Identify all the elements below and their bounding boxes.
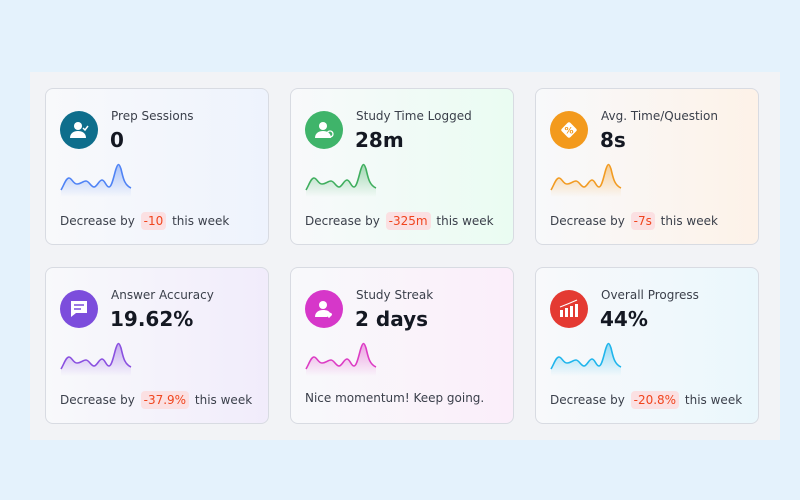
stat-title: Prep Sessions: [111, 109, 194, 123]
stat-card: Study Time Logged 28m Decrease by -325m …: [290, 88, 514, 245]
stat-title: Study Streak: [356, 288, 434, 302]
stat-value: 2 days: [355, 307, 429, 331]
user-heart-icon: [305, 290, 343, 328]
sparkline-line: [550, 163, 622, 191]
percent-badge-icon: %: [550, 111, 588, 149]
user-check-icon: [60, 111, 98, 149]
footer-suffix: this week: [172, 214, 230, 228]
sparkline-area: [551, 343, 621, 376]
delta-badge: -20.8%: [630, 391, 680, 409]
footer-prefix: Decrease by: [305, 214, 380, 228]
stat-footer: Decrease by -20.8% this week: [550, 391, 742, 409]
sparkline-line: [305, 163, 377, 191]
bar-chart-growth-icon: [550, 290, 588, 328]
stat-title: Avg. Time/Question: [601, 109, 718, 123]
footer-suffix: this week: [660, 214, 718, 228]
sparkline-area: [306, 343, 376, 376]
stat-footer: Decrease by -10 this week: [60, 212, 229, 230]
sparkline-area: [61, 164, 131, 197]
sparkline: [550, 163, 622, 197]
footer-text: Nice momentum! Keep going.: [305, 391, 485, 405]
stat-footer: Decrease by -325m this week: [305, 212, 494, 230]
footer-prefix: Decrease by: [60, 214, 135, 228]
stat-title: Answer Accuracy: [111, 288, 214, 302]
stat-card: Prep Sessions 0 Decrease by -10 this wee…: [45, 88, 269, 245]
footer-suffix: this week: [436, 214, 494, 228]
stat-value: 8s: [600, 128, 626, 152]
delta-badge: -10: [140, 212, 167, 230]
stat-footer: Decrease by -7s this week: [550, 212, 718, 230]
user-clock-icon: [305, 111, 343, 149]
footer-prefix: Decrease by: [550, 393, 625, 407]
sparkline: [305, 163, 377, 197]
stat-card: Study Streak 2 days Nice momentum! Keep …: [290, 267, 514, 424]
stat-footer: Nice momentum! Keep going.: [305, 391, 484, 405]
sparkline: [60, 163, 132, 197]
sparkline: [550, 342, 622, 376]
footer-suffix: this week: [194, 393, 253, 407]
sparkline: [305, 342, 377, 376]
sparkline-line: [60, 342, 132, 370]
sparkline-area: [61, 343, 131, 376]
sparkline-line: [550, 342, 622, 370]
svg-text:%: %: [564, 127, 573, 137]
message-icon: [60, 290, 98, 328]
stat-card: % Avg. Time/Question 8s Decrease by -7s …: [535, 88, 759, 245]
stat-value: 19.62%: [110, 307, 194, 331]
stat-value: 44%: [600, 307, 648, 331]
sparkline-area: [306, 164, 376, 197]
sparkline: [60, 342, 132, 376]
sparkline-line: [60, 163, 132, 191]
footer-suffix: this week: [684, 393, 743, 407]
stat-value: 28m: [355, 128, 404, 152]
delta-badge: -37.9%: [140, 391, 190, 409]
stat-footer: Decrease by -37.9% this week: [60, 391, 252, 409]
footer-prefix: Decrease by: [550, 214, 625, 228]
delta-badge: -7s: [630, 212, 655, 230]
sparkline-area: [551, 164, 621, 197]
stat-card: Overall Progress 44% Decrease by -20.8% …: [535, 267, 759, 424]
stat-title: Study Time Logged: [356, 109, 472, 123]
sparkline-line: [305, 342, 377, 370]
stat-title: Overall Progress: [601, 288, 699, 302]
delta-badge: -325m: [385, 212, 431, 230]
footer-prefix: Decrease by: [60, 393, 135, 407]
stat-value: 0: [110, 128, 124, 152]
stat-card: Answer Accuracy 19.62% Decrease by -37.9…: [45, 267, 269, 424]
